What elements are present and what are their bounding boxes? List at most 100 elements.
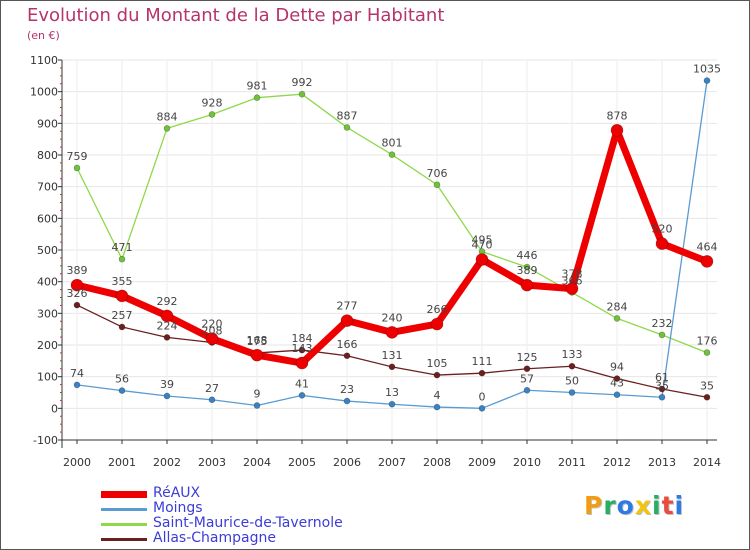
data-label: 495	[472, 234, 493, 247]
data-point	[613, 391, 621, 399]
x-tick-label: 2013	[648, 456, 676, 469]
data-point	[163, 125, 171, 132]
data-label: 266	[427, 303, 448, 316]
data-point	[163, 334, 171, 341]
data-label: 184	[292, 332, 313, 345]
data-label: 176	[697, 335, 718, 348]
y-tick-label: 1100	[30, 54, 58, 67]
y-tick-label: 600	[37, 212, 58, 225]
data-label: 981	[247, 80, 268, 93]
data-point	[520, 278, 534, 292]
data-label: 61	[655, 371, 669, 384]
data-label: 166	[337, 338, 358, 351]
x-tick-label: 2011	[558, 456, 586, 469]
data-point	[523, 365, 531, 373]
y-tick-label: 0	[51, 402, 58, 415]
data-point	[118, 387, 126, 394]
data-point	[433, 181, 441, 189]
legend-label: Moings	[153, 500, 203, 516]
data-point	[343, 124, 351, 131]
data-label: 520	[652, 223, 673, 236]
data-label: 240	[382, 311, 403, 324]
data-label: 706	[427, 167, 448, 180]
data-point	[433, 371, 441, 379]
y-tick-label: -100	[33, 434, 58, 447]
data-point	[610, 124, 624, 137]
data-label: 471	[112, 241, 133, 254]
data-point	[655, 237, 669, 250]
data-point	[70, 278, 84, 292]
data-point	[523, 386, 531, 394]
data-label: 94	[610, 361, 624, 374]
data-point	[115, 289, 129, 303]
data-point	[658, 393, 666, 401]
data-point	[208, 111, 216, 118]
y-tick-label: 900	[37, 117, 58, 130]
data-label: 23	[340, 383, 354, 396]
data-point	[703, 393, 711, 401]
data-label: 378	[562, 268, 583, 281]
data-label: 220	[202, 318, 223, 331]
data-point	[208, 396, 216, 404]
data-point	[160, 309, 174, 323]
data-label: 389	[67, 264, 88, 277]
data-label: 470	[472, 239, 493, 252]
y-tick-label: 200	[37, 339, 58, 352]
data-point	[298, 392, 306, 399]
y-tick-label: 400	[37, 276, 58, 289]
data-point	[388, 363, 396, 371]
data-label: 50	[565, 375, 579, 388]
data-point	[253, 402, 261, 409]
data-label: 759	[67, 150, 88, 163]
data-point	[298, 346, 306, 354]
data-point	[388, 151, 396, 158]
data-point	[703, 349, 711, 356]
data-label: 801	[382, 137, 403, 150]
data-label: 125	[517, 351, 538, 364]
data-label: 143	[292, 342, 313, 355]
data-label: 168	[247, 334, 268, 347]
data-label: 992	[292, 76, 313, 89]
y-tick-label: 500	[37, 244, 58, 257]
data-point	[523, 263, 531, 271]
data-label: 57	[520, 372, 534, 385]
data-label: 446	[517, 249, 538, 262]
chart-subtitle: (en €)	[27, 29, 60, 42]
data-label: 41	[295, 377, 309, 390]
data-label: 0	[479, 390, 486, 403]
proxiti-logo: Proxiti	[584, 491, 685, 520]
data-label: 464	[697, 240, 718, 253]
data-point	[73, 381, 81, 389]
y-tick-label: 300	[37, 307, 58, 320]
data-point	[475, 253, 489, 266]
data-label: 74	[70, 367, 84, 380]
data-label: 4	[434, 389, 441, 402]
data-point	[568, 389, 576, 396]
data-label: 366	[562, 274, 583, 287]
x-tick-label: 2008	[423, 456, 451, 469]
data-label: 105	[427, 357, 448, 370]
x-tick-label: 2009	[468, 456, 496, 469]
data-point	[118, 323, 126, 331]
x-tick-label: 2007	[378, 456, 406, 469]
y-tick-label: 800	[37, 149, 58, 162]
data-label: 232	[652, 317, 673, 330]
data-label: 43	[610, 377, 624, 390]
data-point	[478, 369, 486, 377]
data-label: 257	[112, 309, 133, 322]
legend-label: Saint-Maurice-de-Tavernole	[153, 515, 343, 531]
x-tick-label: 2004	[243, 456, 271, 469]
data-point	[250, 348, 264, 362]
x-tick-label: 2000	[63, 456, 91, 469]
data-label: 131	[382, 349, 403, 362]
y-tick-label: 1000	[30, 86, 58, 99]
y-tick-label: 700	[37, 181, 58, 194]
data-label: 928	[202, 96, 223, 109]
legend-swatch	[101, 491, 147, 498]
data-label: 292	[157, 295, 178, 308]
data-label: 284	[607, 300, 628, 313]
data-label: 39	[160, 378, 174, 391]
x-tick-label: 2010	[513, 456, 541, 469]
